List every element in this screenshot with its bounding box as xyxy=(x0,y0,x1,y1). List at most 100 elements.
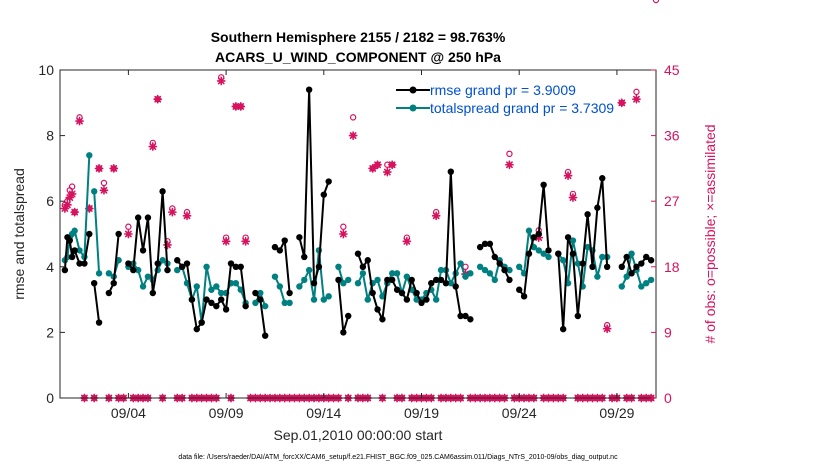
rmse-point xyxy=(462,312,469,320)
totalspread-point xyxy=(174,266,181,274)
x-axis-label: Sep.01,2010 00:00:00 start xyxy=(274,427,443,443)
totalspread-point xyxy=(252,299,259,307)
totalspread-point xyxy=(457,260,464,267)
rmse-point xyxy=(633,263,640,270)
obs-possible-marker xyxy=(340,223,347,230)
rmse-point xyxy=(618,263,626,270)
rmse-point xyxy=(516,286,523,293)
obs-assimilated-marker xyxy=(534,233,544,243)
totalspread-point xyxy=(379,293,386,300)
totalspread-point xyxy=(643,280,650,287)
totalspread-point xyxy=(486,270,494,277)
rmse-point xyxy=(242,302,249,310)
obs-assimilated-marker xyxy=(63,200,72,210)
rmse-point xyxy=(115,230,122,238)
totalspread-point xyxy=(462,273,469,280)
rmse-point xyxy=(154,260,161,267)
totalspread-point xyxy=(535,247,542,254)
totalspread-point xyxy=(506,266,513,274)
y2-tick-label: 45 xyxy=(664,62,680,78)
y-axis-right: 0 9 18 27 36 45 xyxy=(651,62,680,406)
obs-possible-marker xyxy=(100,179,108,187)
y-tick-label: 10 xyxy=(38,62,54,78)
totalspread-point xyxy=(545,253,552,261)
obs-assimilated-marker xyxy=(148,142,158,151)
rmse-point xyxy=(218,296,225,303)
rmse-point xyxy=(335,276,342,284)
totalspread-point xyxy=(301,276,308,284)
obs-possible-marker xyxy=(349,114,357,121)
obs-assimilated-marker xyxy=(236,102,246,111)
rmse-line-segment xyxy=(93,283,101,323)
rmse-point xyxy=(281,237,288,244)
obs-assimilated-marker xyxy=(231,102,241,111)
totalspread-point xyxy=(261,302,269,310)
totalspread-point xyxy=(374,276,381,284)
rmse-point xyxy=(110,280,117,287)
rmse-point xyxy=(134,214,142,221)
rmse-point xyxy=(476,243,484,251)
rmse-point xyxy=(345,312,352,320)
obs-assimilated-marker xyxy=(382,167,392,177)
legend-rmse-marker xyxy=(409,86,417,94)
rmse-point xyxy=(354,250,362,257)
totalspread-point xyxy=(208,286,215,293)
rmse-point xyxy=(130,266,137,274)
obs-assimilated-marker xyxy=(368,164,378,173)
rmse-point xyxy=(340,329,347,336)
rmse-point xyxy=(486,240,494,248)
totalspread-point xyxy=(286,299,293,307)
rmse-point xyxy=(164,266,171,274)
rmse-point xyxy=(296,234,303,241)
obs-assimilated-marker xyxy=(75,116,84,126)
totalspread-point xyxy=(86,152,93,159)
rmse-point xyxy=(638,260,645,267)
totalspread-point xyxy=(647,276,655,284)
obs-assimilated-marker xyxy=(153,94,163,104)
rmse-point xyxy=(379,316,386,323)
totalspread-point xyxy=(193,283,200,290)
rmse-point xyxy=(252,289,259,297)
rmse-point xyxy=(174,257,181,264)
rmse-point xyxy=(628,270,635,277)
totalspread-point xyxy=(144,273,152,280)
rmse-point xyxy=(232,263,240,270)
obs-assimilated-marker xyxy=(123,229,133,239)
chart-title: Southern Hemisphere 2155 / 2182 = 98.763… xyxy=(211,29,506,45)
y2-tick-label: 18 xyxy=(664,259,680,275)
line-series xyxy=(61,86,655,339)
totalspread-point xyxy=(325,293,332,300)
rmse-point xyxy=(193,325,200,333)
obs-assimilated-marker xyxy=(67,189,77,199)
totalspread-point xyxy=(516,263,523,270)
obs-assimilated-marker xyxy=(99,185,109,195)
y2-axis-label: # of obs: o=possible; ×=assimilated xyxy=(702,124,718,343)
rmse-point xyxy=(359,263,367,270)
totalspread-point xyxy=(203,263,210,270)
rmse-point xyxy=(384,276,391,284)
rmse-point xyxy=(364,257,371,264)
rmse-point xyxy=(398,289,406,297)
y-tick-label: 0 xyxy=(46,390,54,406)
rmse-point xyxy=(501,266,508,274)
totalspread-point xyxy=(467,270,474,277)
rmse-point xyxy=(276,247,284,254)
rmse-point xyxy=(579,260,586,267)
totalspread-point xyxy=(105,270,113,277)
obs-assimilated-marker xyxy=(402,236,412,246)
rmse-point xyxy=(423,296,430,303)
rmse-point xyxy=(530,234,538,241)
rmse-point xyxy=(301,253,308,261)
y-axis-left: 0 2 4 6 8 10 xyxy=(38,62,65,406)
obs-assimilated-marker xyxy=(241,236,251,246)
rmse-point xyxy=(76,260,83,267)
rmse-point xyxy=(403,296,411,303)
totalspread-point xyxy=(340,280,347,287)
rmse-point xyxy=(540,181,547,188)
rmse-point xyxy=(589,263,596,270)
rmse-point xyxy=(105,289,113,297)
rmse-point xyxy=(310,280,318,287)
y2-tick-label: 0 xyxy=(664,390,672,406)
rmse-point xyxy=(525,250,533,257)
